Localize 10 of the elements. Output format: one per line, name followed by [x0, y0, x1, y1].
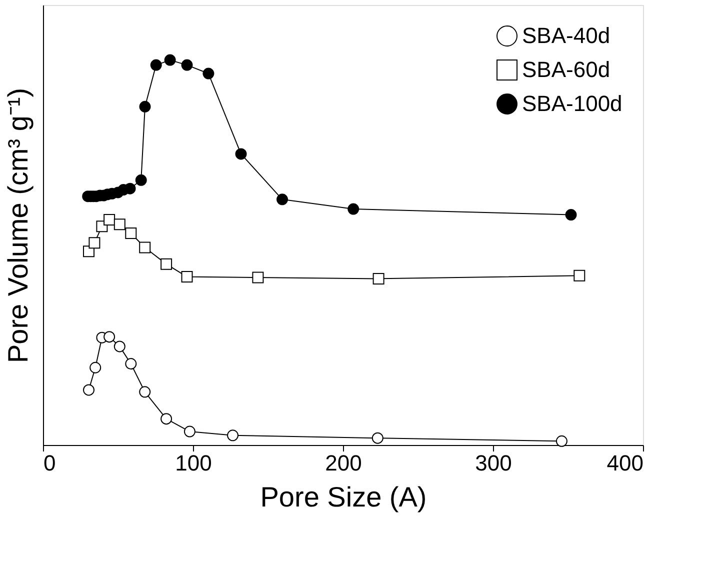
x-tick-label: 300 [475, 450, 512, 476]
legend-label: SBA-60d [522, 57, 610, 82]
x-axis-title: Pore Size (A) [260, 482, 427, 512]
x-tick-label: 400 [606, 450, 644, 476]
y-axis-title: Pore Volume (cm³ g⁻¹) [2, 88, 34, 364]
x-tick-label: 100 [175, 450, 212, 476]
legend-label: SBA-100d [522, 91, 622, 116]
x-tick-label: 0 [44, 450, 56, 476]
x-tick-label: 200 [325, 450, 362, 476]
legend-label: SBA-40d [522, 23, 610, 48]
